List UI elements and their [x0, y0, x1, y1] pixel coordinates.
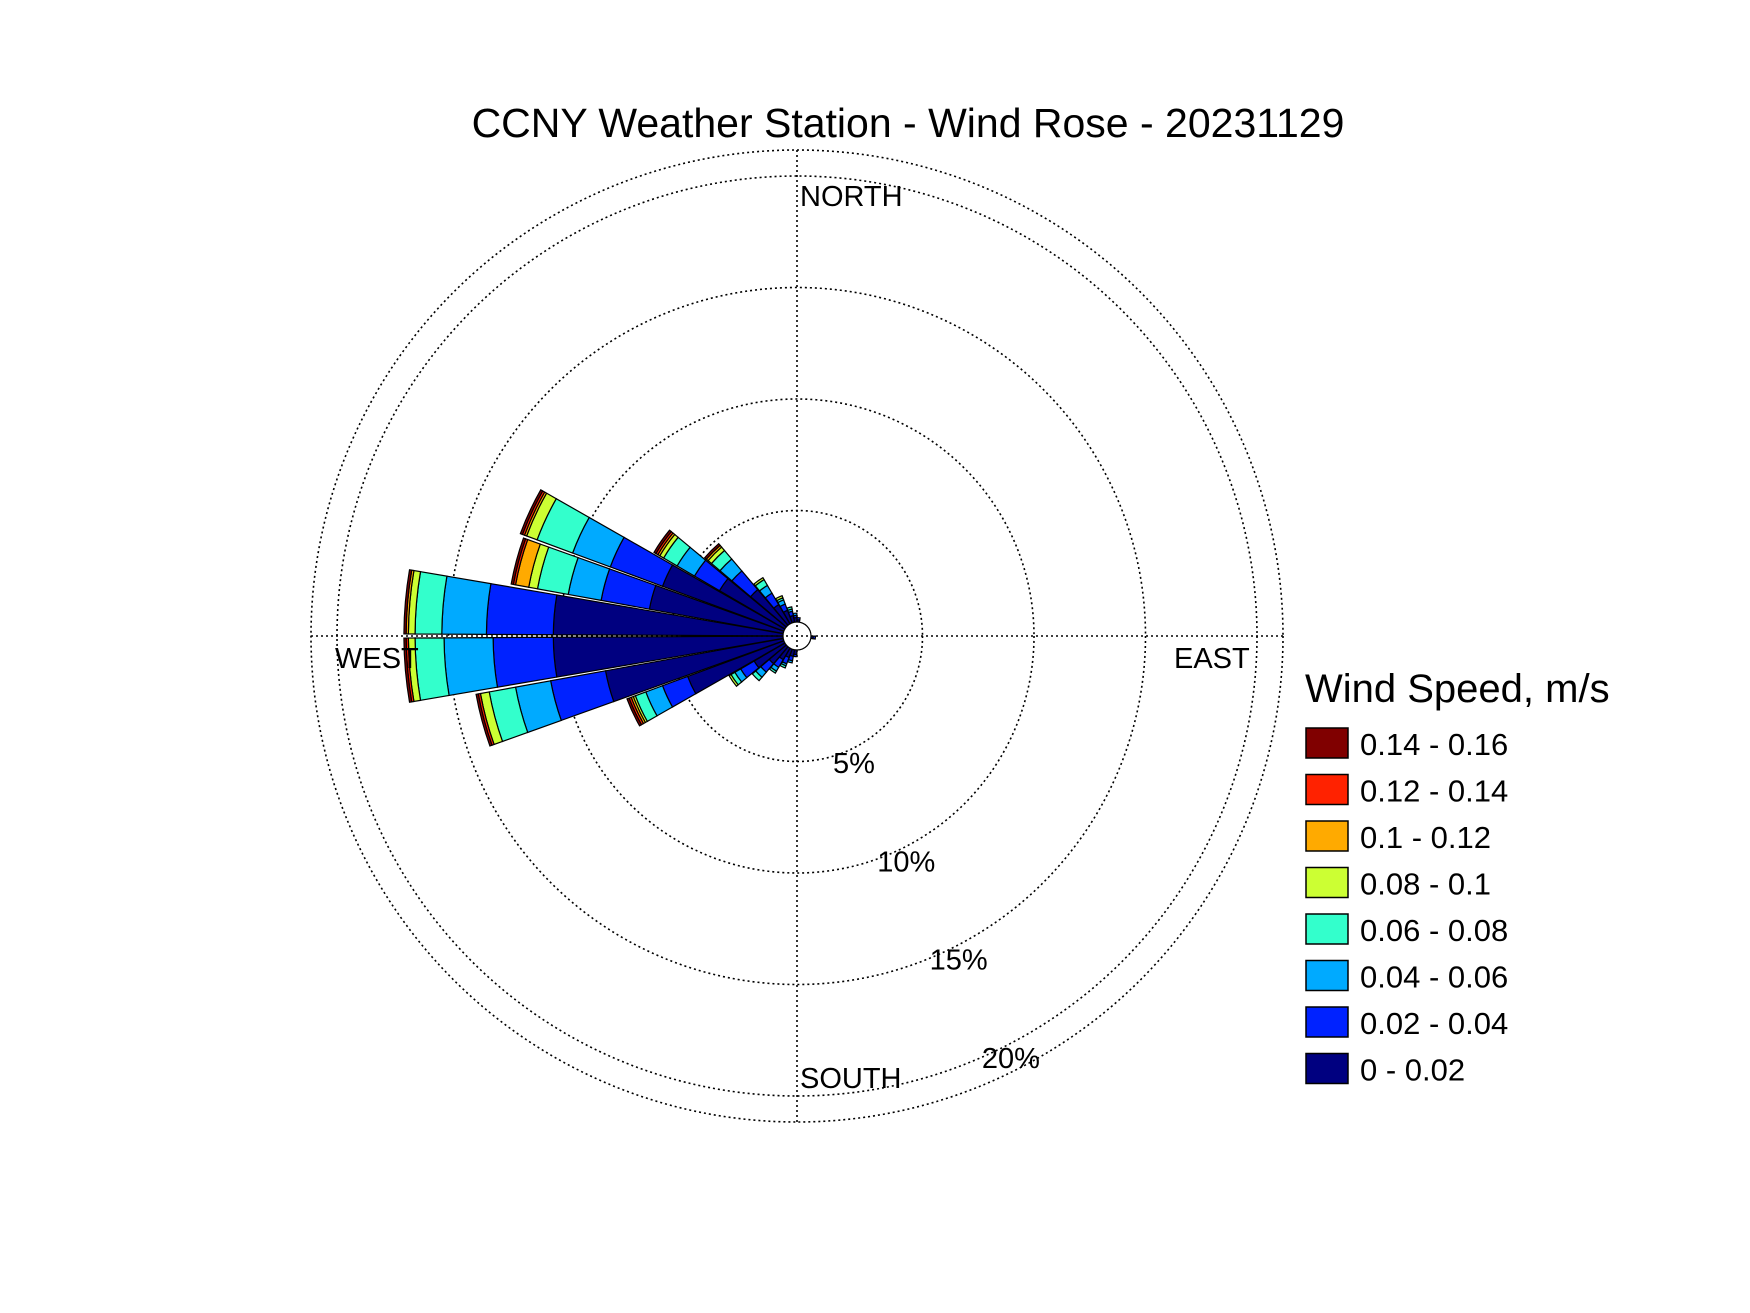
wedge-265-bin-3 [414, 637, 450, 702]
polar-axes [311, 150, 1283, 1122]
wedge-275-bin-1 [485, 582, 558, 636]
radial-tick-labels: 5% 10% 15% 20% [833, 748, 1040, 1075]
wedge-265-bin-1 [492, 636, 558, 688]
wedge-325-bin-4 [753, 576, 765, 587]
legend-swatch-3 [1305, 866, 1349, 899]
grid-ring-2 [559, 398, 1035, 874]
chart-title: CCNY Weather Station - Wind Rose - 20231… [472, 100, 1345, 146]
legend-title: Wind Speed, m/s [1305, 667, 1610, 711]
wedge-275-bin-2 [441, 575, 492, 635]
direction-label-east: EAST [1174, 643, 1250, 675]
legend-swatch-1 [1305, 773, 1349, 806]
radial-tick-label-4: 20% [982, 1043, 1040, 1075]
wedge-225-bin-3 [751, 670, 763, 682]
legend: Wind Speed, m/s 0.14 - 0.160.12 - 0.140.… [1305, 667, 1610, 1088]
wedge-235-bin-4 [728, 673, 740, 688]
wedge-315-bin-7 [703, 542, 722, 561]
legend-label-1: 0.12 - 0.14 [1360, 774, 1508, 809]
radial-tick-label-1: 5% [833, 748, 875, 780]
legend-label-4: 0.06 - 0.08 [1360, 913, 1508, 948]
legend-label-5: 0.04 - 0.06 [1360, 960, 1508, 995]
wedge-345-bin-3 [786, 606, 793, 611]
wedge-275-bin-3 [414, 570, 448, 635]
legend-label-7: 0 - 0.02 [1360, 1053, 1465, 1088]
legend-swatch-7 [1305, 1052, 1349, 1085]
legend-swatch-2 [1305, 820, 1349, 852]
radial-tick-label-3: 15% [930, 945, 988, 977]
legend-items: 0.14 - 0.16 0.12 - 0.14 0.1 - 0.12 0.08 - 0… [1305, 727, 1508, 1088]
direction-label-south: SOUTH [800, 1063, 902, 1095]
wedge-255-bin-7 [475, 693, 493, 747]
wedge-255-bin-1 [549, 670, 615, 722]
wedge-265-bin-2 [443, 636, 499, 697]
legend-swatch-0 [1305, 727, 1349, 759]
wedge-305-bin-7 [653, 529, 673, 555]
wedge-285-bin-7 [510, 537, 527, 586]
wedge-335-bin-4 [774, 594, 784, 602]
legend-swatch-5 [1305, 959, 1349, 992]
wedge-355-bin-2 [792, 612, 798, 617]
legend-label-3: 0.08 - 0.1 [1360, 867, 1491, 902]
wedge-245-bin-7 [626, 697, 643, 727]
wind-sectors [403, 489, 817, 747]
legend-label-2: 0.1 - 0.12 [1360, 820, 1491, 855]
wedge-265-bin-7 [403, 637, 413, 703]
legend-swatch-6 [1305, 1006, 1349, 1038]
direction-label-north: NORTH [800, 181, 903, 213]
radial-tick-label-2: 10% [877, 846, 935, 878]
wedge-95-bin-1 [812, 635, 817, 640]
legend-label-0: 0.14 - 0.16 [1360, 727, 1508, 762]
wedge-295-bin-7 [519, 489, 544, 536]
direction-label-west: WEST [335, 643, 419, 675]
legend-label-6: 0.02 - 0.04 [1360, 1006, 1508, 1041]
grid-ring-3 [447, 286, 1147, 986]
legend-swatch-4 [1305, 913, 1349, 945]
wedge-275-bin-7 [403, 569, 413, 635]
wedge-5-bin-1 [796, 616, 801, 621]
